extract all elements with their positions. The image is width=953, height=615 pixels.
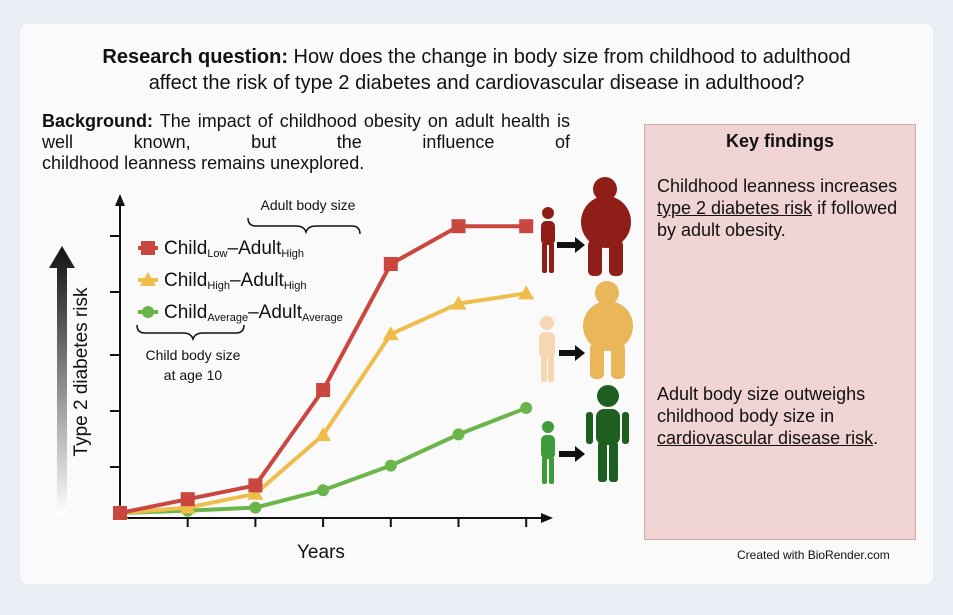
- transition-arrows: [557, 237, 585, 462]
- data-point: [247, 485, 264, 500]
- series-line: [119, 291, 527, 515]
- adult-body-size-label: Adult body size: [260, 197, 356, 213]
- green-adult-figure: [586, 385, 629, 482]
- legend-label: ChildLow–AdultHigh: [164, 238, 305, 260]
- child-body-size-label: Child body size at age 10: [145, 347, 241, 383]
- legend-label: ChildAverage–AdultAverage: [164, 302, 343, 324]
- data-point: [519, 219, 534, 234]
- research-question-text-2: affect the risk of type 2 diabetes and c…: [148, 72, 805, 94]
- y-axis-arrowhead: [115, 194, 125, 206]
- data-point: [384, 459, 397, 472]
- x-axis-label: Years: [297, 542, 345, 563]
- background-text-2: childhood leanness remains unexplored.: [42, 153, 365, 173]
- legend-item-high-high: ChildHigh–AdultHigh: [164, 270, 306, 292]
- green-child-figure: [541, 421, 555, 484]
- research-question-text: How does the change in body size from ch…: [288, 46, 851, 68]
- yellow-adult-figure: [583, 281, 633, 379]
- research-question-label: Research question:: [102, 46, 288, 68]
- data-point: [518, 285, 535, 300]
- red-child-figure: [541, 207, 555, 273]
- data-point: [113, 506, 127, 520]
- y-axis-label: Type 2 diabetes risk: [71, 287, 92, 457]
- legend-marker: [140, 272, 156, 286]
- legend-item-average-average: ChildAverage–AdultAverage: [164, 302, 343, 324]
- data-point: [179, 499, 196, 514]
- finding-1-text: Childhood leanness increases type 2 diab…: [657, 176, 898, 240]
- increasing-risk-arrow: [49, 246, 75, 516]
- series-square: [113, 219, 534, 520]
- data-point: [382, 326, 399, 341]
- background-text: Background: The impact of childhood obes…: [42, 111, 570, 153]
- child-body-size-brace: [136, 324, 245, 342]
- data-point: [180, 492, 195, 507]
- biorender-credit: Created with BioRender.com: [737, 548, 890, 562]
- background-label: Background:: [42, 111, 154, 131]
- legend-label: ChildHigh–AdultHigh: [164, 270, 307, 292]
- data-point: [315, 427, 332, 441]
- yellow-child-figure: [539, 316, 555, 382]
- data-point: [249, 501, 262, 514]
- data-point: [316, 383, 331, 397]
- data-point: [248, 478, 263, 493]
- key-findings-panel: Key findings Childhood leanness increase…: [644, 124, 916, 540]
- data-point: [317, 484, 330, 497]
- data-point: [383, 257, 398, 271]
- red-adult-figure: [581, 177, 631, 276]
- key-findings-title: Key findings: [725, 131, 834, 151]
- data-point: [450, 295, 467, 310]
- data-point: [451, 219, 466, 234]
- data-point: [520, 402, 533, 414]
- finding-2-text: Adult body size outweighs childhood body…: [657, 384, 879, 448]
- series-triangle: [112, 285, 535, 519]
- research-question: Research question: How does the change i…: [0, 44, 953, 96]
- background-line-1: The impact of childhood obesity on adult…: [42, 111, 570, 152]
- legend-marker: [141, 241, 155, 255]
- data-point: [452, 428, 465, 441]
- adult-body-size-brace: [247, 217, 361, 235]
- legend-item-low-high: ChildLow–AdultHigh: [164, 238, 304, 260]
- legend-marker: [142, 306, 154, 318]
- x-axis-arrowhead: [541, 513, 553, 523]
